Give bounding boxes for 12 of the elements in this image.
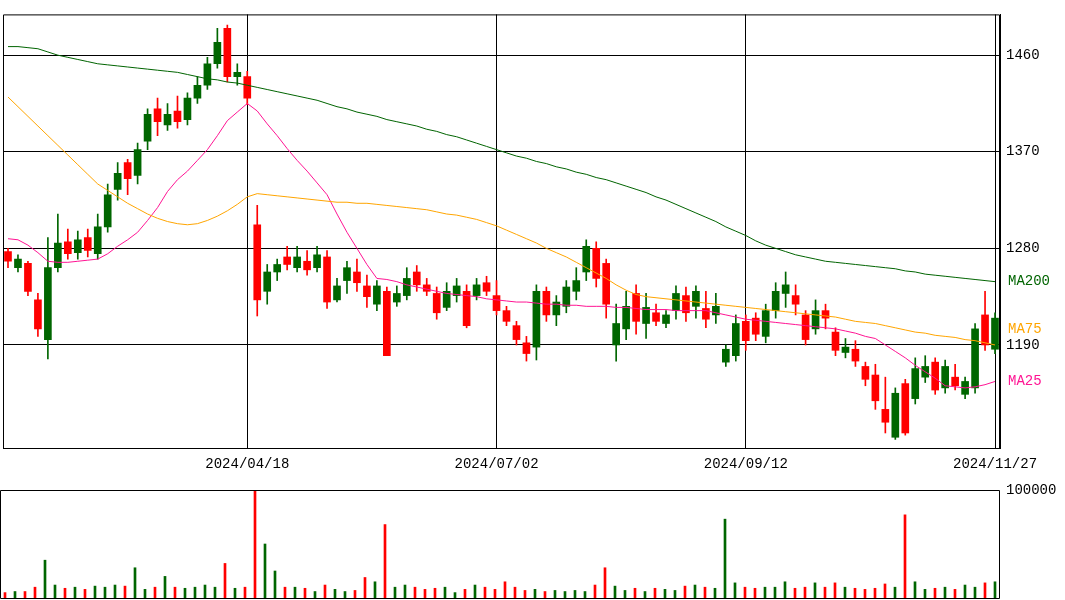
series-label: MA200 <box>1008 273 1051 290</box>
y-tick-label: 1370 <box>1006 143 1040 160</box>
y-tick-label: 1190 <box>1006 336 1040 353</box>
x-tick-label: 2024/09/12 <box>703 456 788 473</box>
x-tick-label: 2024/11/27 <box>953 456 1038 473</box>
y-tick-label: 1280 <box>1006 240 1040 257</box>
series-label: MA25 <box>1008 373 1042 390</box>
x-tick-label: 2024/07/02 <box>454 456 539 473</box>
text: 100000 <box>1006 481 1057 498</box>
series-label: MA75 <box>1008 320 1042 337</box>
y-tick-label: 1460 <box>1006 46 1040 63</box>
x-tick-label: 2024/04/18 <box>205 456 290 473</box>
